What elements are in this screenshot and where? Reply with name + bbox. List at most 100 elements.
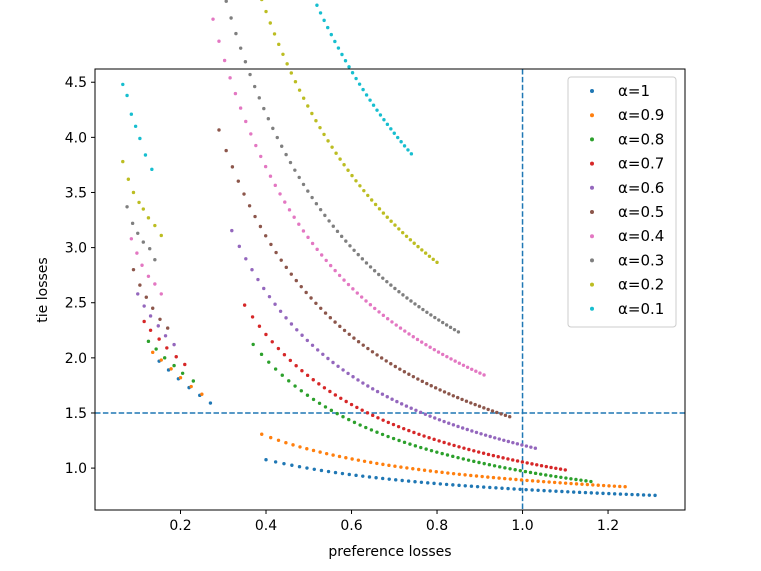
data-point <box>297 88 302 92</box>
data-point <box>189 384 193 389</box>
data-point <box>323 213 327 218</box>
data-point <box>329 408 334 413</box>
data-point <box>412 241 416 245</box>
data-point <box>577 490 582 495</box>
data-point <box>306 189 310 193</box>
data-point <box>375 353 379 357</box>
data-point <box>398 326 403 330</box>
data-point <box>273 302 277 306</box>
data-point <box>647 493 652 497</box>
data-point <box>370 350 375 354</box>
data-point <box>282 461 286 466</box>
data-point <box>530 488 534 492</box>
data-point <box>341 414 345 419</box>
data-point <box>280 373 284 377</box>
data-point <box>478 371 482 375</box>
data-point <box>513 468 517 472</box>
data-point <box>533 446 538 450</box>
data-point <box>409 406 413 410</box>
data-point <box>569 477 573 481</box>
data-point <box>234 31 238 36</box>
data-point <box>442 390 447 394</box>
legend-marker <box>590 161 594 166</box>
data-point <box>278 309 283 313</box>
data-point <box>317 382 321 386</box>
data-point <box>402 370 407 374</box>
data-point <box>361 343 365 347</box>
data-point <box>279 258 283 262</box>
data-point <box>319 306 323 310</box>
data-point <box>497 437 501 441</box>
data-point <box>291 443 295 447</box>
data-point <box>392 131 396 135</box>
legend-label: α=1 <box>618 82 650 100</box>
data-point <box>559 475 563 480</box>
data-point <box>451 394 455 398</box>
data-point <box>444 482 449 487</box>
data-point <box>396 135 400 140</box>
data-point <box>579 478 583 482</box>
data-point <box>393 464 397 468</box>
data-point <box>344 239 348 243</box>
data-point <box>549 465 553 470</box>
data-point <box>162 356 167 360</box>
data-point <box>337 273 342 278</box>
data-point <box>429 313 433 317</box>
data-point <box>380 432 385 437</box>
data-point <box>293 168 297 172</box>
data-point <box>404 234 409 238</box>
data-point <box>457 361 462 365</box>
data-point <box>301 96 306 100</box>
data-point <box>346 168 350 172</box>
data-point <box>356 458 361 462</box>
data-point <box>469 473 473 478</box>
data-point <box>524 444 529 448</box>
data-point <box>381 418 385 422</box>
data-point <box>257 96 261 100</box>
y-tick-label: 1.5 <box>65 406 87 422</box>
data-point <box>441 352 445 357</box>
data-point <box>381 313 386 318</box>
data-point <box>334 151 338 155</box>
data-point <box>373 202 378 207</box>
data-point <box>326 25 330 30</box>
data-point <box>340 52 344 57</box>
data-point <box>393 364 398 369</box>
data-point <box>441 320 445 325</box>
data-point <box>358 423 362 427</box>
data-point <box>469 484 474 488</box>
data-point <box>394 478 398 482</box>
data-point <box>453 359 457 363</box>
data-point <box>329 32 333 37</box>
data-point <box>369 198 374 202</box>
data-point <box>224 148 228 153</box>
data-point <box>525 461 529 465</box>
data-point <box>525 478 529 483</box>
data-point <box>572 490 576 494</box>
data-point <box>402 426 406 431</box>
data-point <box>566 490 570 494</box>
data-point <box>347 472 351 477</box>
legend-label: α=0.8 <box>618 130 664 148</box>
data-point <box>393 286 397 291</box>
legend-marker <box>590 113 594 118</box>
data-point <box>256 277 260 282</box>
data-point <box>408 442 412 446</box>
data-point <box>391 422 396 427</box>
data-point <box>297 175 301 180</box>
data-point <box>290 463 294 467</box>
data-point <box>309 296 313 300</box>
data-point <box>589 491 594 495</box>
data-point <box>322 132 326 137</box>
data-point <box>242 192 246 196</box>
data-point <box>530 479 535 483</box>
data-point <box>335 411 339 416</box>
data-point <box>520 443 524 447</box>
data-point <box>404 404 409 408</box>
data-point <box>465 365 470 369</box>
data-point <box>135 251 139 255</box>
data-point <box>366 193 370 198</box>
data-point <box>399 465 403 469</box>
data-point <box>554 466 558 470</box>
data-point <box>254 143 258 148</box>
